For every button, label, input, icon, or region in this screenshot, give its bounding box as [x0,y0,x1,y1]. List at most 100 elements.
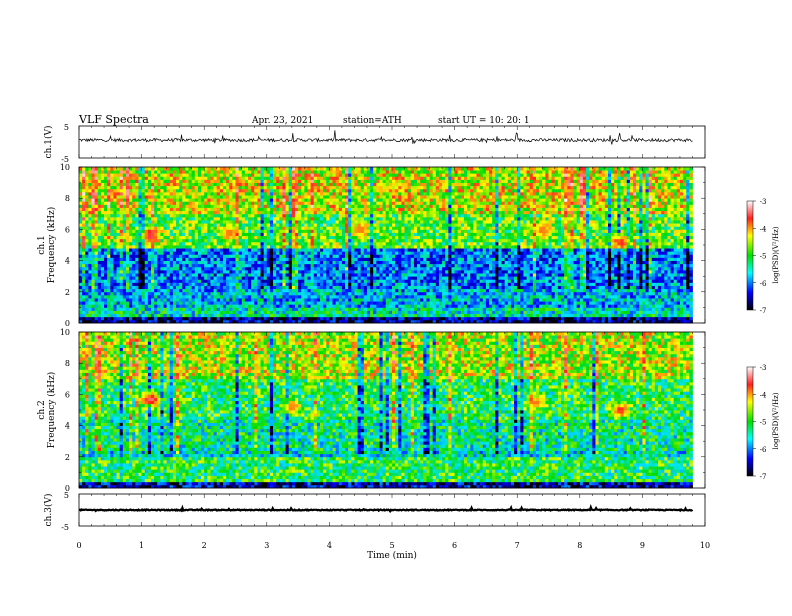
spectrogram-cell [373,251,377,255]
spectrogram-cell [98,214,102,218]
spectrogram-cell [182,220,186,224]
spectrogram-cell [189,307,193,311]
spectrogram-cell [304,301,308,305]
spectrogram-cell [110,273,114,277]
spectrogram-cell [351,233,355,237]
spectrogram-cell [214,208,218,212]
spectrogram-cell [167,279,171,283]
spectrogram-cell [217,317,221,321]
spectrogram-cell [361,176,365,180]
spectrogram-cell [204,176,208,180]
spectrogram-cell [379,214,383,218]
spectrogram-cell [173,295,177,299]
spectrogram-cell [257,264,261,268]
spectrogram-cell [170,295,174,299]
spectrogram-cell [336,295,340,299]
spectrogram-cell [270,311,274,315]
spectrogram-cell [135,236,139,240]
spectrogram-cell [376,245,380,249]
spectrogram-cell [257,311,261,315]
spectrogram-cell [367,276,371,280]
spectrogram-cell [132,276,136,280]
spectrogram-cell [301,292,305,296]
spectrogram-cell [292,176,296,180]
spectrogram-cell [207,295,211,299]
spectrogram-cell [198,198,202,202]
spectrogram-cell [311,186,315,190]
spectrogram-cell [101,286,105,290]
spectrogram-cell [210,239,214,243]
spectrogram-cell [126,214,130,218]
spectrogram-cell [295,173,299,177]
spectrogram-cell [129,214,133,218]
spectrogram-cell [126,208,130,212]
spectrogram-cell [336,211,340,215]
spectrogram-cell [267,167,271,171]
spectrogram-cell [279,239,283,243]
spectrogram-cell [254,208,258,212]
spectrogram-cell [345,289,349,293]
spectrogram-cell [220,307,224,311]
spectrogram-cell [307,167,311,171]
spectrogram-cell [101,229,105,233]
spectrogram-cell [210,186,214,190]
spectrogram-cell [232,254,236,258]
spectrogram-cell [207,170,211,174]
spectrogram-cell [314,289,318,293]
spectrogram-cell [264,282,268,286]
spectrogram-cell [304,251,308,255]
spectrogram-cell [273,189,277,193]
spectrogram-cell [176,245,180,249]
spectrogram-cell [217,301,221,305]
spectrogram-cell [348,239,352,243]
spectrogram-cell [135,295,139,299]
spectrogram-cell [110,204,114,208]
spectrogram-cell [282,261,286,265]
spectrogram-cell [110,186,114,190]
spectrogram-cell [85,298,89,302]
spectrogram-cell [229,176,233,180]
spectrogram-cell [311,257,315,261]
spectrogram-cell [214,251,218,255]
spectrogram-cell [167,173,171,177]
spectrogram-cell [289,186,293,190]
spectrogram-cell [167,292,171,296]
spectrogram-cell [220,214,224,218]
spectrogram-cell [376,217,380,221]
spectrogram-cell [160,251,164,255]
spectrogram-cell [204,211,208,215]
spectrogram-cell [120,208,124,212]
spectrogram-cell [292,217,296,221]
spectrogram-cell [245,220,249,224]
spectrogram-cell [82,311,86,315]
spectrogram-cell [129,192,133,196]
spectrogram-cell [88,217,92,221]
spectrogram-cell [101,292,105,296]
spectrogram-cell [383,301,387,305]
spectrogram-cell [298,317,302,321]
spectrogram-cell [317,314,321,318]
spectrogram-cell [92,295,96,299]
spectrogram-cell [214,254,218,258]
spectrogram-cell [292,276,296,280]
spectrogram-cell [273,183,277,187]
spectrogram-cell [145,183,149,187]
spectrogram-cell [189,267,193,271]
spectrogram-cell [88,245,92,249]
spectrogram-cell [236,192,240,196]
spectrogram-cell [339,233,343,237]
spectrogram-cell [276,189,280,193]
spectrogram-cell [85,236,89,240]
spectrogram-cell [348,201,352,205]
spectrogram-cell [364,257,368,261]
spectrogram-cell [311,295,315,299]
spectrogram-cell [320,307,324,311]
spectrogram-cell [267,242,271,246]
spectrogram-cell [117,242,121,246]
spectrogram-cell [170,173,174,177]
spectrogram-cell [88,282,92,286]
spectrogram-cell [367,217,371,221]
spectrogram-cell [264,198,268,202]
spectrogram-cell [257,189,261,193]
spectrogram-cell [232,273,236,277]
